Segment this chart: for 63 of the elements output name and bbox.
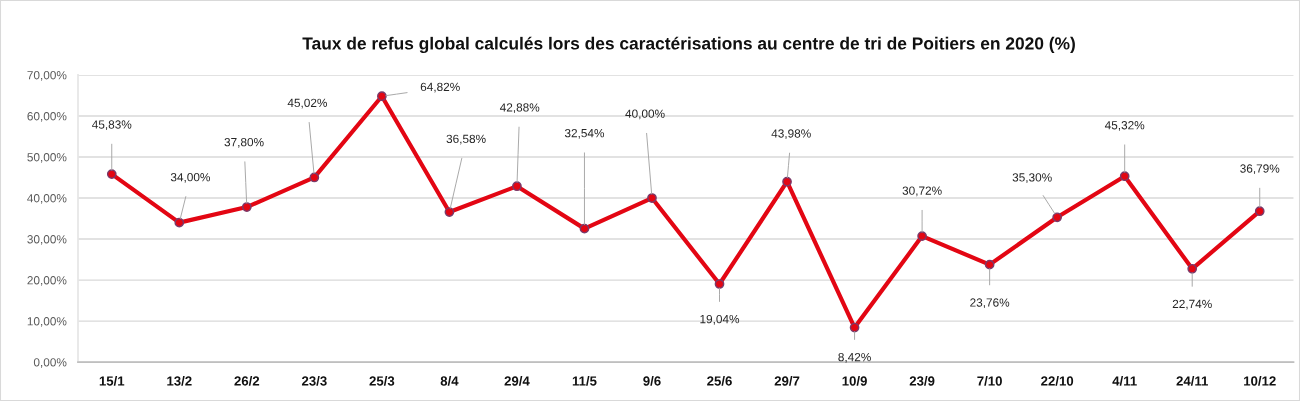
x-tick-label: 9/6 bbox=[643, 375, 661, 386]
data-label: 40,00% bbox=[625, 109, 665, 120]
x-tick-label: 24/11 bbox=[1176, 375, 1208, 386]
y-tick-label: 10,00% bbox=[27, 317, 67, 327]
y-tick-label: 40,00% bbox=[27, 194, 67, 204]
point bbox=[647, 193, 657, 203]
point bbox=[1187, 263, 1198, 274]
point bbox=[1254, 206, 1265, 217]
x-tick-label: 29/7 bbox=[774, 375, 800, 386]
point bbox=[174, 217, 185, 228]
y-tick-label: 50,00% bbox=[27, 153, 67, 163]
x-tick-label: 25/6 bbox=[707, 375, 732, 386]
point bbox=[579, 223, 590, 234]
data-label: 35,30% bbox=[1012, 173, 1052, 183]
point bbox=[1052, 212, 1063, 223]
data-label: 8,42% bbox=[838, 352, 871, 363]
x-tick-label: 23/3 bbox=[301, 375, 327, 386]
data-label: 22,74% bbox=[1172, 299, 1212, 310]
x-tick-label: 29/4 bbox=[504, 375, 530, 386]
data-label: 23,76% bbox=[970, 298, 1010, 309]
chart-title: Taux de refus global calculés lors des caractérisations au centre de tri de Poitiers en 2020 (%) bbox=[302, 36, 1075, 54]
x-tick-label: 7/10 bbox=[977, 375, 1002, 386]
data-label: 34,00% bbox=[170, 173, 210, 183]
x-tick-label: 10/9 bbox=[842, 375, 867, 386]
data-label: 19,04% bbox=[700, 314, 740, 325]
x-tick-label: 8/4 bbox=[440, 375, 459, 386]
y-tick-label: 0,00% bbox=[33, 358, 67, 368]
point bbox=[714, 279, 725, 289]
data-label: 32,54% bbox=[564, 129, 605, 139]
data-label: 36,79% bbox=[1240, 164, 1280, 175]
y-tick-label: 30,00% bbox=[27, 235, 67, 245]
point bbox=[106, 169, 117, 179]
data-label: 42,88% bbox=[499, 103, 540, 114]
point bbox=[849, 322, 860, 333]
x-tick-label: 10/12 bbox=[1244, 375, 1276, 386]
y-tick-label: 60,00% bbox=[27, 112, 67, 122]
x-tick-label: 26/2 bbox=[234, 375, 260, 386]
point bbox=[377, 91, 387, 102]
point bbox=[984, 259, 995, 270]
data-label: 45,32% bbox=[1104, 121, 1145, 131]
data-label: 30,72% bbox=[902, 186, 942, 197]
x-tick-label: 25/3 bbox=[369, 375, 395, 386]
data-label: 36,58% bbox=[446, 134, 486, 145]
point bbox=[444, 207, 455, 217]
point bbox=[782, 176, 792, 187]
point bbox=[917, 231, 927, 241]
x-tick-label: 11/5 bbox=[572, 375, 597, 386]
point bbox=[241, 202, 252, 212]
point bbox=[512, 181, 522, 192]
data-label: 37,80% bbox=[224, 137, 264, 148]
data-label: 45,02% bbox=[287, 98, 327, 109]
point bbox=[1119, 171, 1130, 182]
x-tick-label: 23/9 bbox=[909, 375, 935, 386]
y-tick-label: 70,00% bbox=[27, 71, 67, 81]
point bbox=[309, 172, 320, 183]
data-label: 64,82% bbox=[420, 82, 460, 93]
x-tick-label: 15/1 bbox=[99, 375, 125, 386]
y-tick-label: 20,00% bbox=[27, 276, 67, 286]
data-label: 43,98% bbox=[771, 129, 811, 140]
x-tick-label: 22/10 bbox=[1041, 375, 1074, 386]
data-label: 45,83% bbox=[92, 120, 132, 131]
x-tick-label: 13/2 bbox=[167, 375, 192, 386]
x-tick-label: 4/11 bbox=[1112, 375, 1137, 386]
